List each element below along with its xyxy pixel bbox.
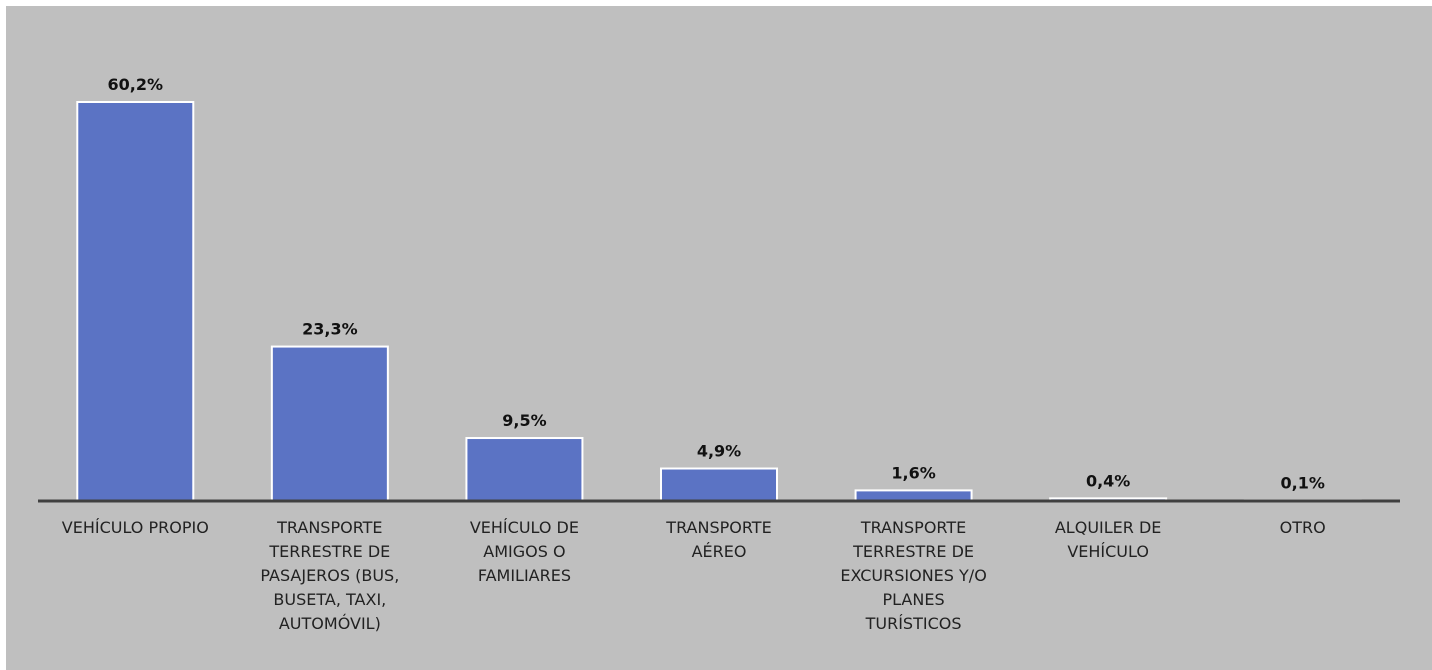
value-label: 23,3%	[302, 320, 358, 339]
x-tick-label: TRANSPORTE TERRESTRE DE PASAJEROS (BUS, …	[260, 518, 400, 633]
bar	[854, 489, 973, 503]
x-tick-label: VEHÍCULO DE AMIGOS O FAMILIARES	[469, 518, 579, 585]
bar	[270, 345, 389, 502]
x-tick-label: TRANSPORTE AÉREO	[666, 518, 772, 561]
value-label: 0,4%	[1086, 471, 1130, 490]
x-tick-label: TRANSPORTE TERRESTRE DE EXCURSIONES Y/O …	[840, 518, 987, 633]
bar	[76, 101, 195, 502]
x-tick-label: OTRO	[1279, 518, 1326, 537]
value-label: 4,9%	[697, 442, 741, 461]
x-tick-label: ALQUILER DE VEHÍCULO	[1054, 518, 1162, 561]
value-label: 1,6%	[891, 463, 935, 482]
value-label: 9,5%	[502, 411, 546, 430]
value-label: 0,1%	[1281, 473, 1325, 492]
chart-area	[6, 6, 1432, 670]
value-label: 60,2%	[108, 75, 164, 94]
bar	[660, 467, 778, 502]
x-tick-label: VEHÍCULO PROPIO	[61, 518, 209, 537]
bar	[465, 437, 584, 502]
